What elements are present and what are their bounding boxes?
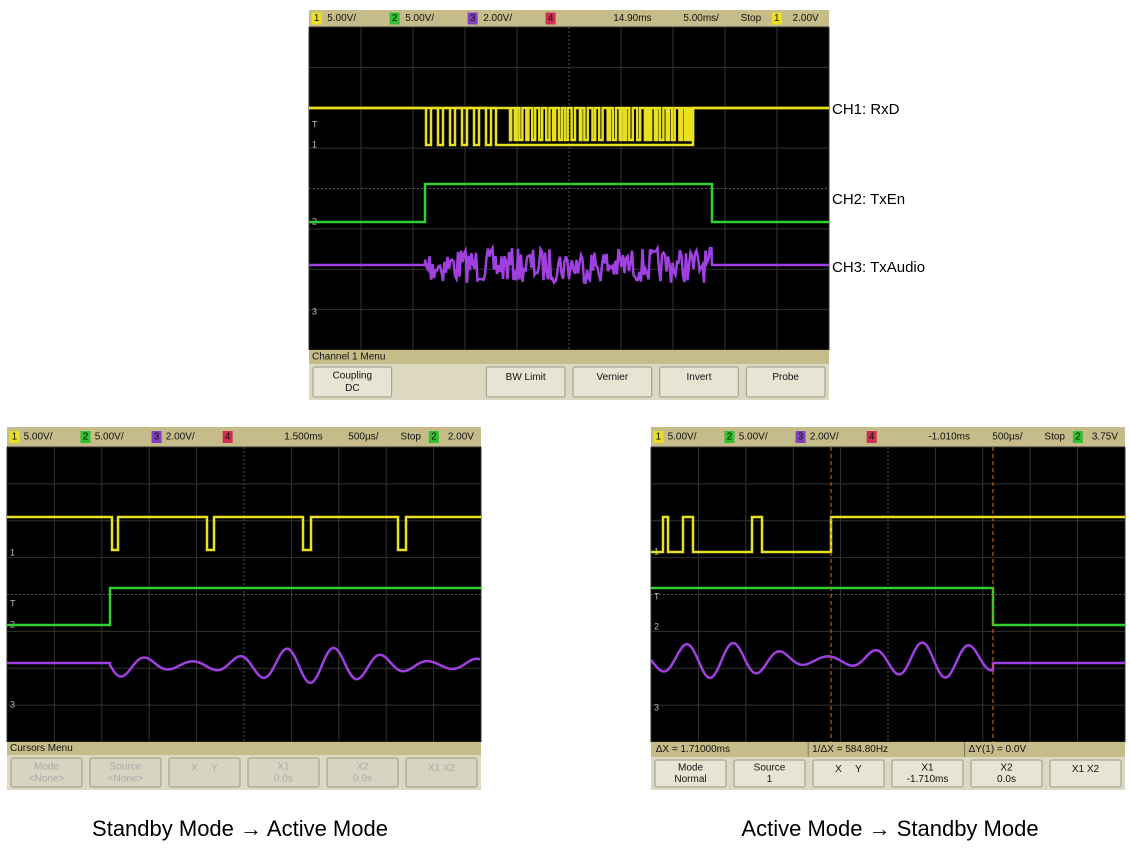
header-text: 1 <box>12 432 18 443</box>
caption: Standby Mode → Active Mode <box>92 816 388 841</box>
softkey-label: <None> <box>29 774 65 785</box>
header-text: 1 <box>314 13 320 24</box>
caption: Active Mode → Standby Mode <box>741 816 1038 841</box>
ground-marker: 2 <box>654 621 659 631</box>
header-text: -1.010ms <box>928 432 970 443</box>
softkey-label: Probe <box>772 372 799 383</box>
header-text: 4 <box>225 432 231 443</box>
header-text: 4 <box>869 432 875 443</box>
menu-bar <box>309 350 829 364</box>
header-text: 2.00V/ <box>483 13 512 24</box>
header-text: 4 <box>548 13 554 24</box>
softkey-label: Source <box>110 761 142 772</box>
header-text: Stop <box>400 432 421 443</box>
header-text: 2.00V <box>793 13 819 24</box>
header-text: 500µs/ <box>992 432 1022 443</box>
channel-label: CH3: TxAudio <box>832 259 925 276</box>
header-text: 500µs/ <box>348 432 378 443</box>
menu-title: Cursors Menu <box>10 743 73 754</box>
softkey-label: Normal <box>674 774 706 785</box>
header-text: Stop <box>741 13 762 24</box>
header-text: 5.00V/ <box>739 432 768 443</box>
softkey-label: X <box>835 764 842 775</box>
ground-marker: 3 <box>312 306 317 316</box>
header-text: 14.90ms <box>613 13 651 24</box>
header-text: 2.00V/ <box>810 432 839 443</box>
header-text: 2 <box>727 432 733 443</box>
softkey-label: X2 <box>356 761 369 772</box>
header-text: 3 <box>470 13 476 24</box>
softkey-label: Source <box>754 763 786 774</box>
header-text: 5.00V/ <box>668 432 697 443</box>
softkey-label: X1 <box>277 761 290 772</box>
ground-marker: 3 <box>654 702 659 712</box>
softkey-label: Y <box>211 763 218 774</box>
ground-marker: T <box>10 598 16 608</box>
softkey-label: <None> <box>108 774 144 785</box>
ground-marker: T <box>654 591 660 601</box>
header-text: 3.75V <box>1092 432 1118 443</box>
header-text: 3 <box>798 432 804 443</box>
header-text: 5.00ms/ <box>683 13 719 24</box>
softkey-label: Vernier <box>596 372 628 383</box>
softkey <box>813 760 884 787</box>
page: CH1: RxD CH2: TxEn CH3: TxAudio Standby … <box>0 0 1130 851</box>
header-text: 5.00V/ <box>24 432 53 443</box>
ground-marker: 1 <box>10 547 15 557</box>
header-text: 2.00V <box>448 432 474 443</box>
softkey-label: X1 X2 <box>428 763 456 774</box>
softkey-label: Invert <box>686 372 711 383</box>
menu-bar <box>7 742 481 755</box>
header-text: 2 <box>392 13 398 24</box>
softkey-label: 0.0s <box>353 774 372 785</box>
header-text: 5.00V/ <box>405 13 434 24</box>
softkey-label: X1 X2 <box>1072 764 1100 775</box>
header-text: 1 <box>774 13 780 24</box>
header-text: 2 <box>83 432 89 443</box>
softkey-label: DC <box>345 383 359 394</box>
ground-marker: T <box>312 119 318 129</box>
figure: CH1: RxD CH2: TxEn CH3: TxAudio Standby … <box>0 0 1130 851</box>
softkey-label: X1 <box>921 763 934 774</box>
header-text: 5.00V/ <box>95 432 124 443</box>
softkey-label: Y <box>855 764 862 775</box>
header-text: 1.500ms <box>284 432 322 443</box>
status-text: ΔX = 1.71000ms <box>656 744 730 755</box>
header-text: Stop <box>1044 432 1065 443</box>
status-text: 1/ΔX = 584.80Hz <box>812 744 888 755</box>
ground-marker: 1 <box>312 139 317 149</box>
menu-title: Channel 1 Menu <box>312 352 385 363</box>
softkey-label: -1.710ms <box>907 774 949 785</box>
softkey-label: 0.0s <box>274 774 293 785</box>
softkey-label: 0.0s <box>997 774 1016 785</box>
channel-label: CH2: TxEn <box>832 191 905 208</box>
ground-marker: 3 <box>10 699 15 709</box>
header-text: 1 <box>656 432 662 443</box>
status-text: ΔY(1) = 0.0V <box>969 744 1027 755</box>
softkey-label: Mode <box>678 763 703 774</box>
softkey-label: 1 <box>767 774 773 785</box>
softkey <box>169 758 240 787</box>
channel-label: CH1: RxD <box>832 101 900 118</box>
header-text: 2 <box>1075 432 1081 443</box>
softkey-label: Mode <box>34 761 59 772</box>
header-text: 2 <box>431 432 437 443</box>
softkey-label: X2 <box>1000 763 1013 774</box>
header-text: 5.00V/ <box>327 13 356 24</box>
softkey-label: X <box>191 763 198 774</box>
softkey-label: Coupling <box>333 371 372 382</box>
header-text: 2.00V/ <box>166 432 195 443</box>
header-text: 3 <box>154 432 160 443</box>
softkey-label: BW Limit <box>506 372 546 383</box>
